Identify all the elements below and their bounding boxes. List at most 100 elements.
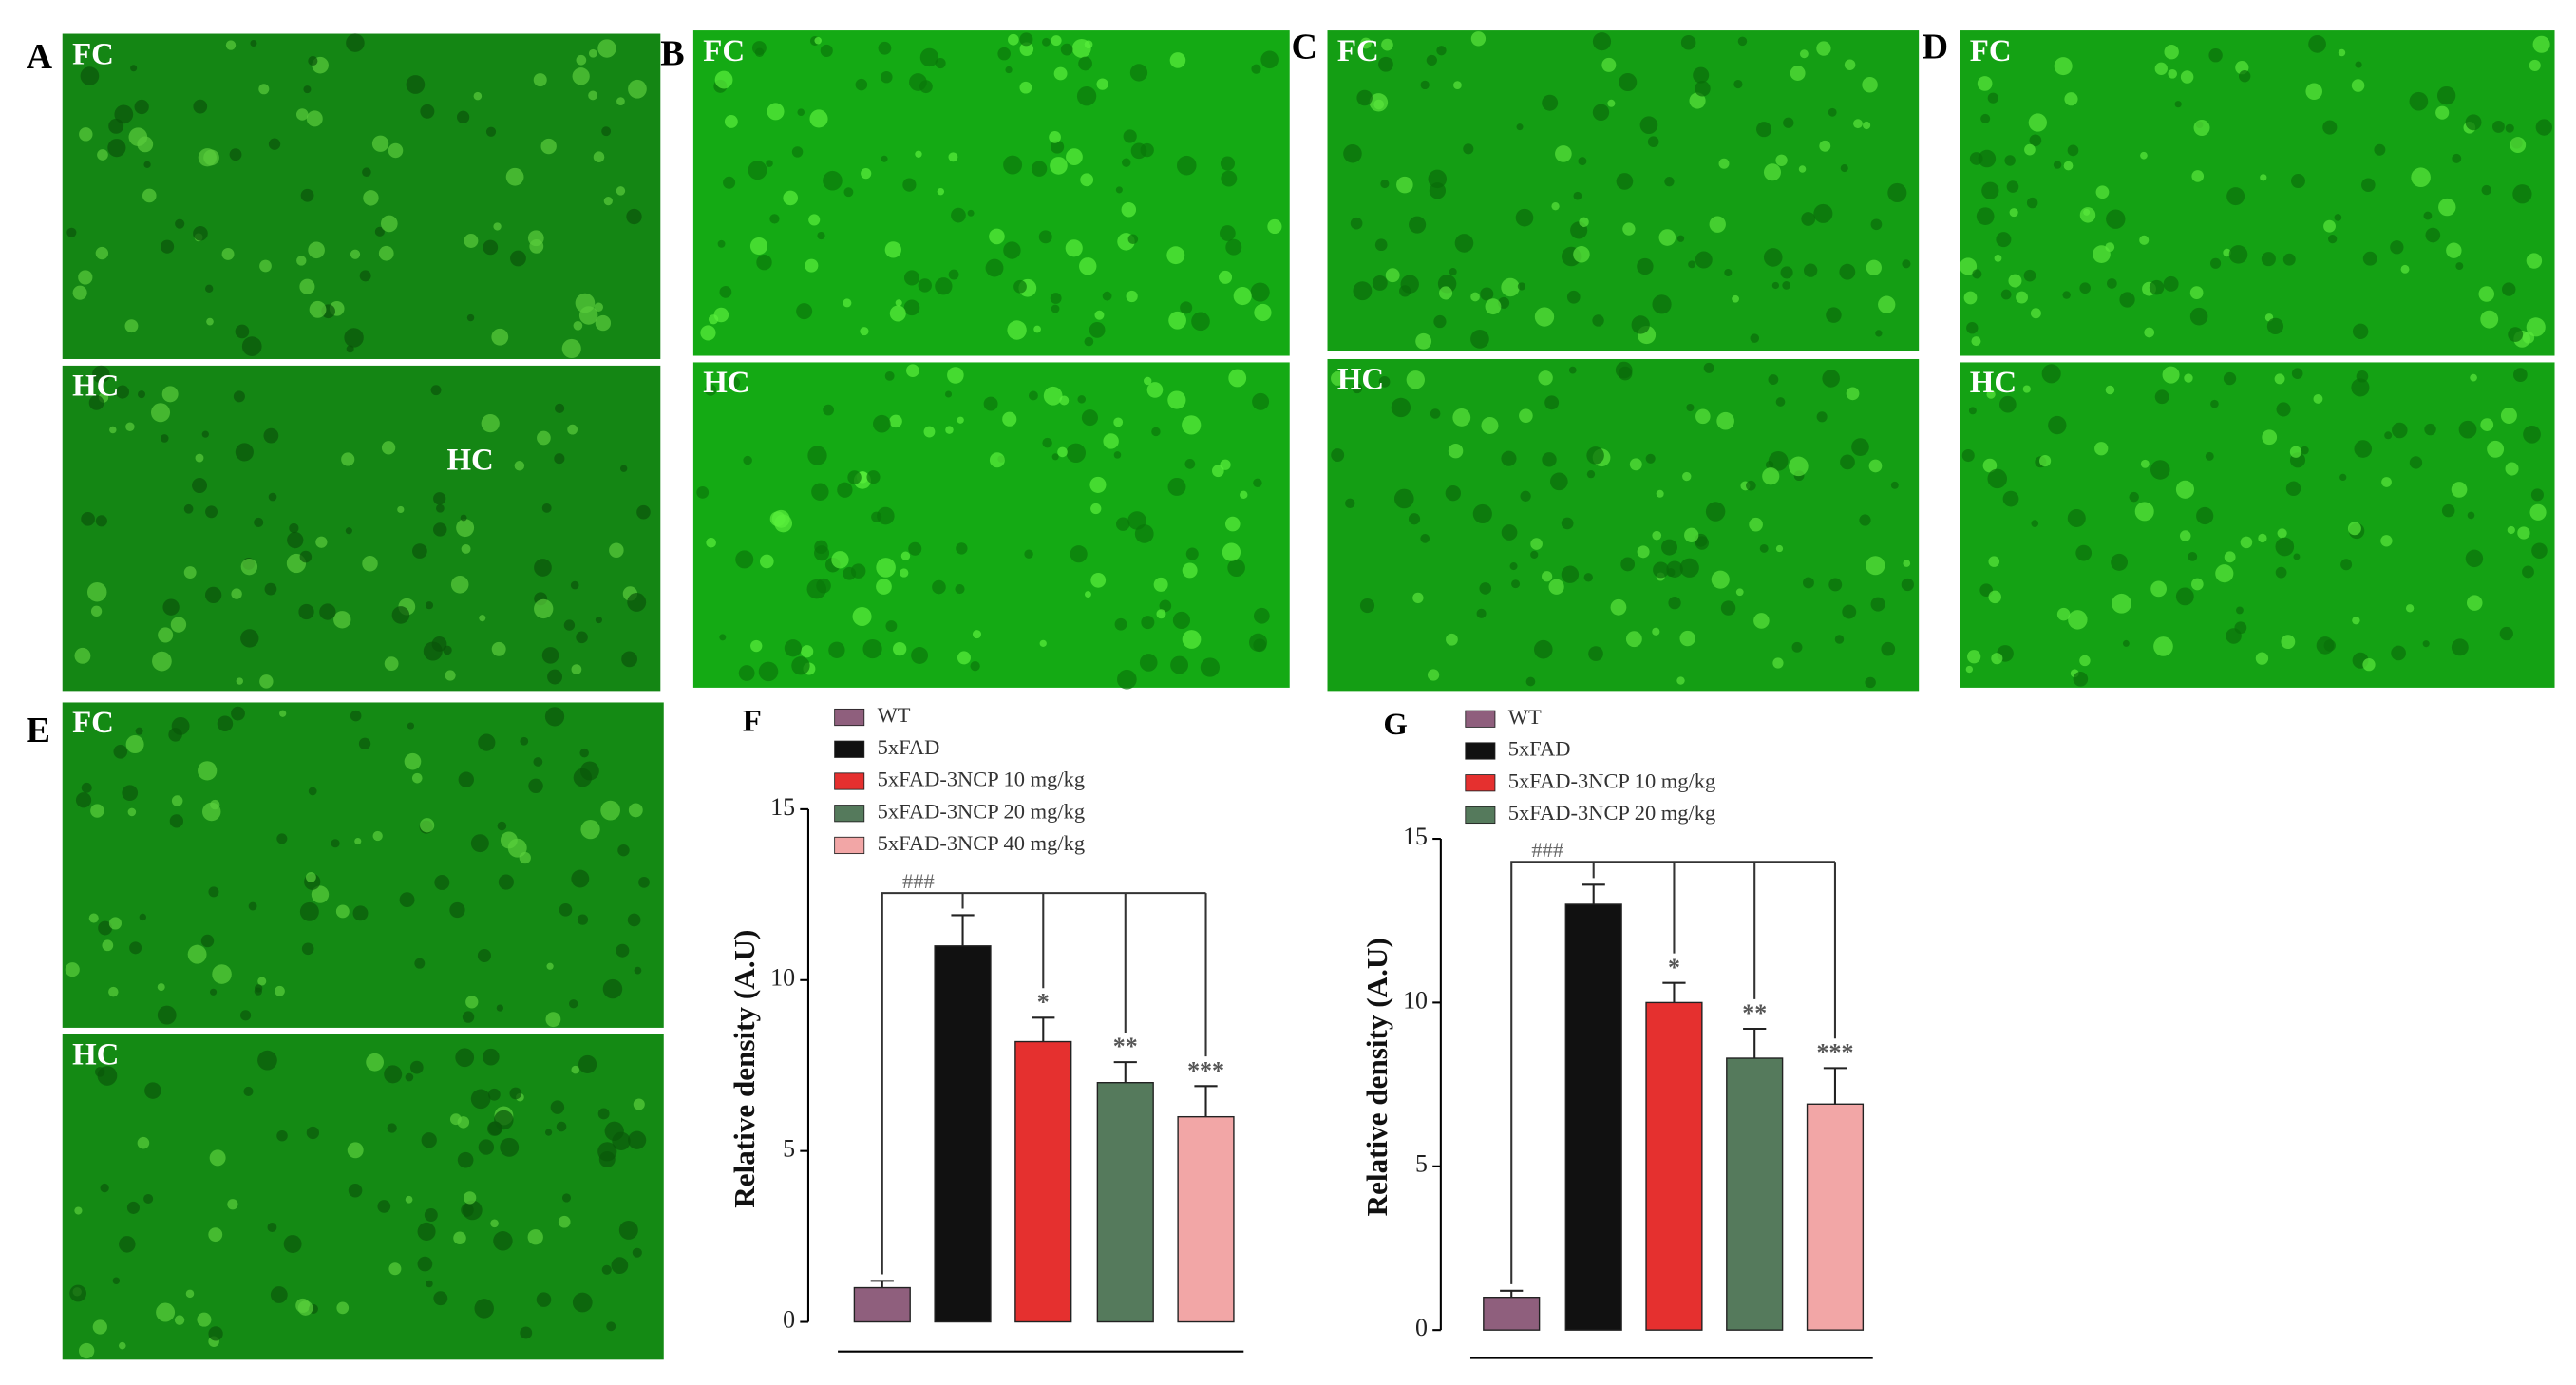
- cell: [505, 167, 524, 186]
- cell: [1801, 212, 1816, 226]
- cell: [2174, 101, 2182, 108]
- cell: [1515, 208, 1534, 227]
- cell: [2478, 286, 2495, 302]
- cell: [239, 1010, 252, 1021]
- cell: [1260, 50, 1279, 69]
- cell: [1090, 572, 1107, 588]
- cell: [297, 1300, 313, 1316]
- cell: [823, 404, 834, 416]
- cell: [2154, 62, 2168, 75]
- cell: [69, 1284, 87, 1302]
- cell: [79, 127, 93, 142]
- cell: [162, 598, 180, 616]
- cell: [78, 1342, 95, 1359]
- cell: [545, 1012, 561, 1028]
- micrograph: [692, 30, 1290, 356]
- cell: [157, 983, 165, 992]
- cell: [1866, 556, 1885, 576]
- cell: [2106, 209, 2126, 229]
- cell: [236, 677, 244, 685]
- cell: [283, 1235, 302, 1253]
- cell: [335, 904, 350, 919]
- cell: [2029, 134, 2042, 147]
- cell: [347, 1142, 364, 1159]
- cell: [2285, 481, 2301, 496]
- cell: [295, 108, 309, 121]
- cell: [377, 1200, 391, 1213]
- cell: [1412, 592, 1424, 604]
- cell: [1470, 292, 1480, 302]
- cell: [363, 190, 379, 206]
- cell: [2260, 174, 2267, 181]
- cell: [705, 384, 717, 396]
- cell: [1345, 498, 1355, 508]
- cell: [108, 917, 123, 930]
- cell: [157, 1005, 177, 1025]
- cell: [1542, 571, 1553, 582]
- cell: [1688, 260, 1696, 269]
- cell: [1089, 476, 1107, 493]
- cell: [2004, 155, 2016, 166]
- cell: [1153, 577, 1168, 592]
- cell: [2499, 626, 2513, 641]
- cell: [80, 66, 100, 85]
- panel-label: B: [660, 33, 684, 73]
- cell: [1695, 536, 1710, 550]
- cell: [407, 722, 415, 730]
- cell: [2163, 275, 2179, 292]
- cell: [425, 601, 434, 610]
- cell: [541, 647, 559, 664]
- cell: [603, 196, 613, 206]
- cell: [183, 566, 197, 579]
- cell: [1433, 314, 1447, 329]
- cell: [621, 651, 637, 668]
- cell: [889, 414, 902, 428]
- cell: [300, 188, 314, 202]
- cell: [2028, 113, 2047, 132]
- cell: [126, 1201, 140, 1214]
- cell: [817, 231, 825, 240]
- cell: [109, 426, 117, 434]
- cell: [161, 386, 179, 403]
- cell: [1619, 73, 1638, 92]
- cell: [895, 299, 902, 307]
- cell: [2064, 92, 2078, 106]
- cell: [2323, 219, 2336, 233]
- cell: [1051, 453, 1059, 461]
- significance-label: *: [1668, 954, 1680, 981]
- cell: [601, 1264, 612, 1275]
- cell: [1228, 369, 1247, 388]
- cell: [1789, 456, 1809, 477]
- cell: [820, 44, 833, 57]
- cell: [1724, 268, 1733, 277]
- cell: [205, 505, 218, 519]
- cell: [1219, 225, 1236, 241]
- cell: [1166, 246, 1185, 265]
- cell: [65, 962, 80, 977]
- cell: [1373, 99, 1385, 110]
- cell: [554, 403, 565, 413]
- cell: [453, 1231, 466, 1245]
- cell: [152, 651, 172, 672]
- cell: [1470, 31, 1487, 47]
- cell: [498, 874, 514, 890]
- cell: [1445, 484, 1461, 502]
- cell: [2000, 289, 2012, 300]
- cell: [528, 778, 543, 794]
- cell: [1184, 459, 1196, 469]
- cell: [2347, 522, 2361, 536]
- cell: [540, 138, 557, 155]
- cell: [1050, 157, 1068, 175]
- cell: [1121, 202, 1137, 218]
- cell: [1042, 37, 1051, 47]
- cell: [486, 1121, 502, 1136]
- bar: [1014, 1040, 1072, 1323]
- cell: [1601, 57, 1617, 72]
- cell: [796, 303, 813, 320]
- cell: [296, 256, 307, 266]
- cell: [2465, 114, 2482, 131]
- cell: [1033, 325, 1041, 333]
- cell: [1988, 590, 2001, 604]
- cell: [1501, 277, 1520, 297]
- cell: [421, 1132, 437, 1148]
